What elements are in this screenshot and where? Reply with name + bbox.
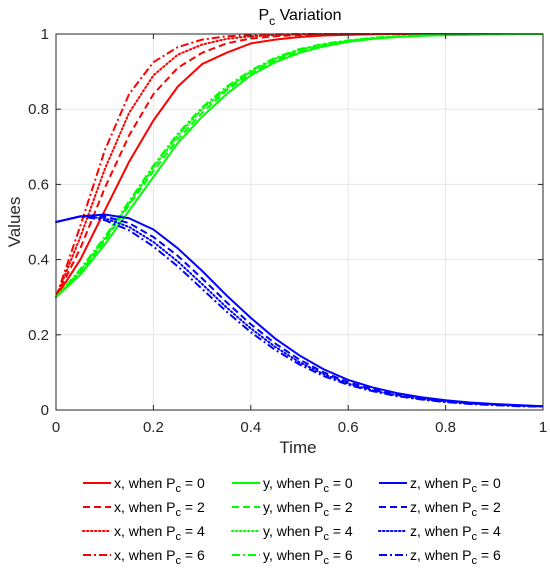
legend-label: z, when Pc = 2 (410, 499, 501, 519)
legend: x, when Pc = 0 x, when Pc = 2 x, when Pc =… (70, 467, 533, 577)
y-tick-label: 0.8 (28, 101, 49, 118)
legend-label: y, when Pc = 0 (263, 475, 353, 495)
series-line (55, 215, 544, 408)
x-tick-label: 0.6 (338, 419, 359, 436)
x-tick-label: 0.4 (240, 419, 261, 436)
y-tick-label: 0.4 (28, 252, 49, 269)
x-axis-title: Time (279, 438, 316, 457)
y-tick-label: 1 (41, 26, 49, 43)
x-tick-label: 0.2 (143, 419, 164, 436)
plot-frame (55, 33, 544, 411)
y-tick-label: 0.2 (28, 327, 49, 344)
legend-label: y, when Pc = 6 (263, 547, 353, 567)
legend-label: y, when Pc = 2 (263, 499, 353, 519)
series-line (55, 33, 543, 298)
chart-title-rest: Variation (275, 7, 341, 24)
legend-label: x, when Pc = 0 (114, 475, 205, 495)
legend-label: x, when Pc = 6 (114, 547, 205, 567)
x-tick-label: 0 (52, 419, 60, 436)
legend-label: y, when Pc = 4 (263, 523, 353, 543)
plot-area (56, 34, 543, 410)
series-line (55, 33, 543, 298)
legend-label: x, when Pc = 2 (114, 499, 205, 519)
legend-label: z, when Pc = 0 (410, 475, 501, 495)
legend-label: z, when Pc = 4 (410, 523, 501, 543)
x-tick-label: 0.8 (435, 419, 456, 436)
y-tick-labels: 0 0.2 0.4 0.6 0.8 1 (28, 26, 49, 419)
x-tick-labels: 0 0.2 0.4 0.6 0.8 1 (52, 419, 547, 436)
plot-background (56, 34, 543, 410)
legend-label: x, when Pc = 4 (114, 523, 205, 543)
chart-title: Pc Variation (258, 7, 341, 28)
y-tick-label: 0 (41, 402, 49, 419)
axes (55, 33, 544, 411)
series-line (55, 215, 544, 408)
chart-title-main: P (258, 7, 269, 24)
grid-lines (55, 33, 544, 411)
chart-title-sub: c (269, 14, 275, 28)
y-tick-label: 0.6 (28, 176, 49, 193)
legend-box (70, 467, 533, 577)
y-axis-title: Values (5, 197, 24, 248)
legend-label: z, when Pc = 6 (410, 547, 501, 567)
x-tick-label: 1 (539, 419, 547, 436)
